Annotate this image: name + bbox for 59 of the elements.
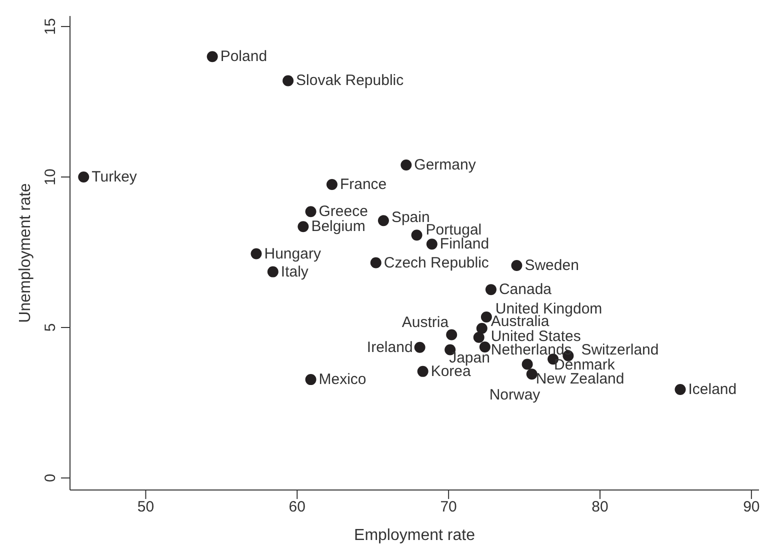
point [378, 215, 389, 226]
point [473, 332, 484, 343]
annotation: Ireland [366, 338, 413, 356]
annotation: Japan [449, 349, 490, 366]
y-tick-label: 15 [42, 18, 59, 35]
annotation: Sweden [524, 256, 579, 274]
point [511, 260, 522, 271]
annotation: Germany [414, 156, 476, 174]
point [414, 342, 426, 353]
annotation: Austria [402, 314, 450, 332]
point [674, 384, 686, 395]
annotation: Turkey [92, 168, 138, 186]
point [479, 342, 490, 353]
annotation: Portugal [426, 222, 482, 239]
point [326, 179, 338, 190]
point [305, 374, 316, 386]
x-tick-label: 70 [440, 498, 457, 516]
y-axis-title: Unemployment rate [17, 183, 34, 323]
point [78, 172, 90, 183]
point [476, 322, 488, 334]
point [206, 51, 218, 62]
point [426, 238, 438, 250]
point [446, 329, 458, 340]
annotation: Italy [280, 263, 309, 280]
annotation: Belgium [311, 218, 366, 236]
y-tick-label: 0 [42, 474, 59, 482]
annotation: Mexico [318, 371, 366, 388]
y-tick-label: 5 [42, 323, 59, 332]
annotation: United States [490, 328, 581, 345]
point [411, 230, 422, 241]
point [417, 366, 428, 377]
point [480, 311, 492, 322]
point [298, 221, 309, 232]
point [485, 284, 496, 296]
point [370, 257, 382, 268]
point [526, 368, 538, 380]
x-tick-label: 80 [592, 498, 608, 516]
annotation: Slovak Republic [296, 72, 404, 90]
annotation: Greece [318, 203, 368, 220]
annotation: Poland [220, 48, 268, 66]
annotation: France [340, 176, 387, 194]
x-tick-label: 60 [288, 498, 306, 516]
point [400, 159, 412, 170]
point [267, 266, 278, 278]
annotation: Iceland [688, 380, 737, 398]
y-tick-label: 10 [42, 168, 59, 186]
annotation: Switzerland [581, 341, 659, 358]
x-axis-title: Employment rate [354, 527, 476, 544]
annotation: Canada [498, 281, 552, 298]
annotation: Hungary [264, 245, 322, 262]
x-tick-label: 90 [743, 498, 760, 516]
point [282, 75, 294, 86]
annotation: Czech Republic [384, 254, 490, 272]
annotation: Australia [490, 312, 550, 330]
point [250, 248, 262, 260]
annotation: Norway [489, 386, 541, 404]
x-tick-label: 50 [137, 498, 154, 516]
point [522, 358, 533, 370]
point [305, 206, 316, 218]
